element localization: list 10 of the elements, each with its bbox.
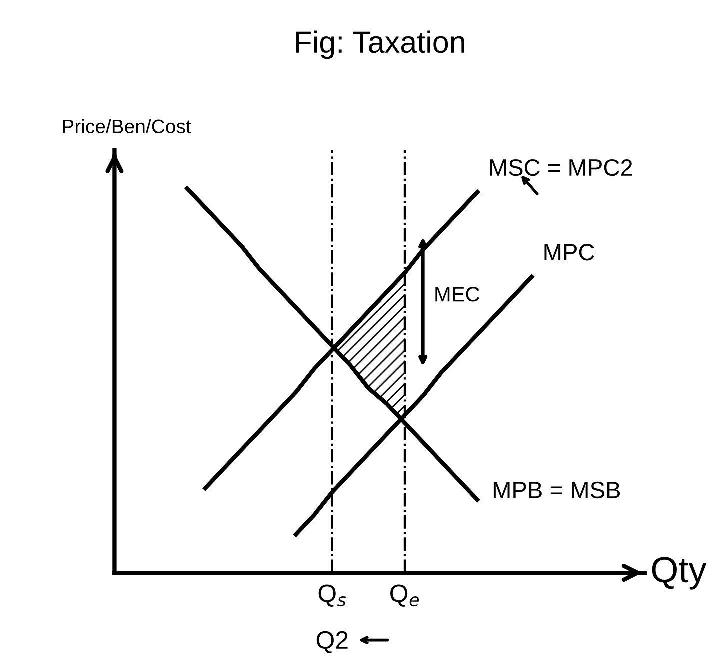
annotation: MEC bbox=[436, 287, 480, 302]
x-tick-label: Q$_{s}$ bbox=[318, 584, 346, 607]
chart-title: Fig: Taxation bbox=[296, 30, 464, 60]
series-label: MSC = MPC2 bbox=[490, 159, 632, 176]
x-tick-label: Q$_{e}$ bbox=[390, 584, 419, 607]
x-axis-title: Qty bbox=[652, 557, 707, 590]
series-label: MPB = MSB bbox=[494, 482, 620, 499]
series-label: MPC bbox=[544, 244, 594, 261]
text: Q2 bbox=[316, 631, 348, 654]
y-axis-title: Price/Ben/Cost bbox=[63, 119, 192, 134]
